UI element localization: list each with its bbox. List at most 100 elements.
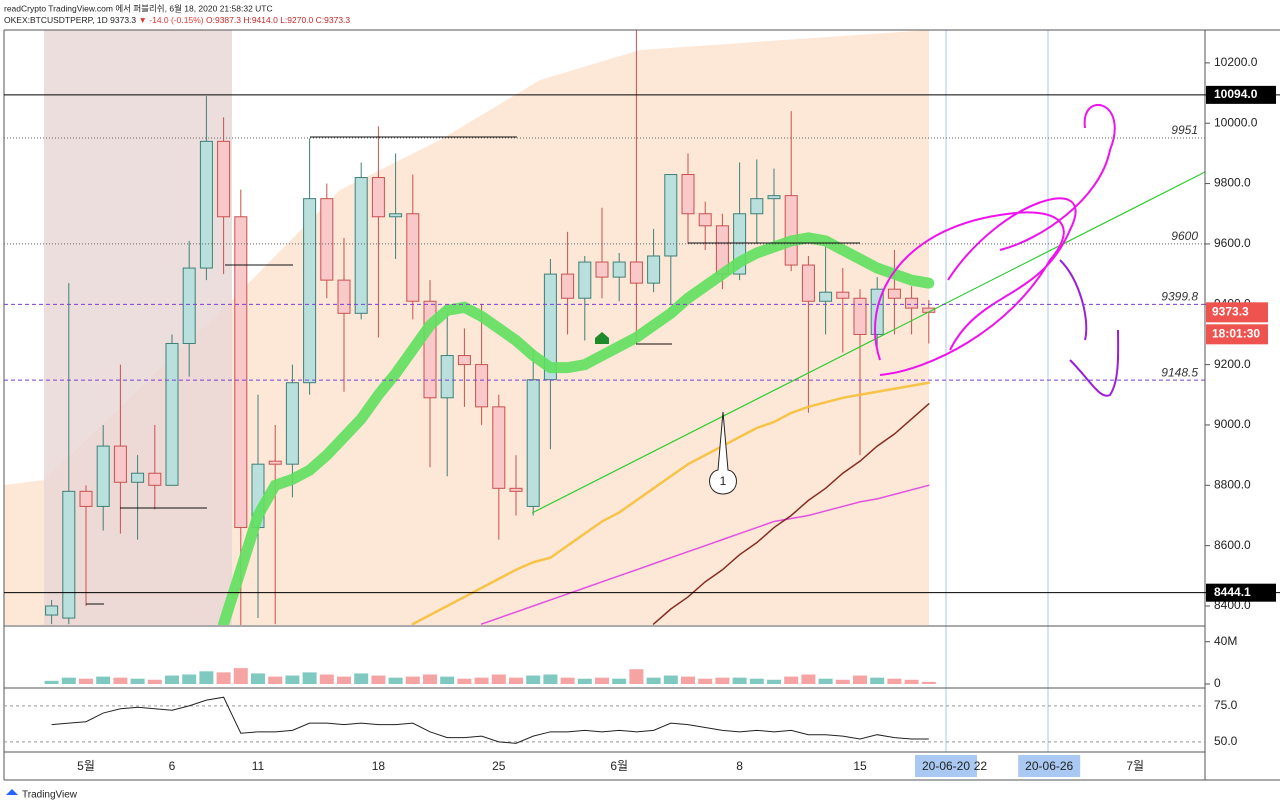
volume-bar xyxy=(801,674,816,684)
candle-body xyxy=(285,382,299,465)
volume-bar xyxy=(440,676,455,684)
y-tick-label: 9600.0 xyxy=(1214,236,1251,250)
candle-body xyxy=(199,140,213,269)
price: 9373.3 xyxy=(110,15,136,25)
candle-body xyxy=(887,288,901,299)
level-label: 9399.8 xyxy=(1161,289,1198,303)
volume-bar xyxy=(767,679,781,684)
candle-body xyxy=(784,195,798,266)
volume-bar xyxy=(79,678,93,684)
candle-body xyxy=(389,213,403,218)
volume-bar xyxy=(904,679,919,684)
publisher: readCrypto TradingView.com 에서 퍼블리쉬, 6월 1… xyxy=(4,3,273,13)
level-label: 9951 xyxy=(1171,123,1198,137)
candle-body xyxy=(767,195,781,200)
indicator-line xyxy=(51,696,929,744)
candle-body xyxy=(303,198,317,384)
y-tick-label: 75.0 xyxy=(1214,698,1238,712)
candle-body xyxy=(165,342,179,486)
candle-body xyxy=(612,261,626,278)
y-tick-label: 10200.0 xyxy=(1214,55,1258,69)
candle-body xyxy=(96,445,110,507)
volume-bar xyxy=(423,674,437,684)
y-tick-label: 9200.0 xyxy=(1214,357,1251,371)
candle-body xyxy=(819,291,833,302)
candle-body xyxy=(801,264,815,302)
annotation: 1 xyxy=(720,474,727,488)
candle-body xyxy=(595,261,609,278)
volume-bar xyxy=(784,676,799,684)
x-tick-label: 22 xyxy=(974,759,988,773)
marker xyxy=(595,332,609,344)
candle-body xyxy=(526,379,540,507)
volume-bar xyxy=(61,677,76,684)
volume-bar xyxy=(509,677,523,684)
x-tick-label: 6 xyxy=(169,759,176,773)
volume-bar xyxy=(732,677,747,684)
volume-bar xyxy=(319,674,334,684)
date-badge xyxy=(1018,755,1081,777)
candle-body xyxy=(836,291,850,299)
x-tick-label: 25 xyxy=(492,759,506,773)
volume-bar xyxy=(405,676,420,684)
candle-body xyxy=(664,174,678,257)
symbol-name: OKEX:BTCUSDTPERP, 1D xyxy=(4,15,108,25)
y-tick-label: 8800.0 xyxy=(1214,477,1251,491)
volume-bar xyxy=(130,678,145,684)
volume-bar xyxy=(491,674,506,684)
level-label: 10094.0 xyxy=(1214,87,1258,101)
volume-bar xyxy=(560,677,575,684)
volume-bar xyxy=(457,678,472,684)
x-tick-label: 8 xyxy=(736,759,743,773)
level-badge xyxy=(1206,583,1276,602)
hand-drawing xyxy=(1059,259,1120,397)
drawings: 1 xyxy=(86,103,1205,605)
volume-bar xyxy=(182,674,197,684)
candle-body xyxy=(182,267,196,344)
candle-body xyxy=(131,472,145,483)
candle-body xyxy=(561,273,575,299)
price-pane xyxy=(45,30,936,625)
volume-bar xyxy=(474,677,489,684)
candle-body xyxy=(113,445,127,483)
candle-body xyxy=(509,487,523,492)
x-tick-label: 15 xyxy=(853,759,867,773)
logo-icon xyxy=(6,789,18,795)
logo: TradingView xyxy=(22,790,78,801)
volume-bar xyxy=(577,678,592,684)
volume-bar xyxy=(216,672,231,684)
candle-body xyxy=(148,472,162,486)
candle-body xyxy=(320,198,334,281)
volume-bar xyxy=(715,677,730,684)
volume-bar xyxy=(147,679,162,684)
candle-body xyxy=(62,490,76,619)
x-tick-label: 5월 xyxy=(77,759,95,773)
volume-bar xyxy=(835,679,850,684)
candle-body xyxy=(492,406,506,489)
volume-bar xyxy=(388,677,403,684)
candle-body xyxy=(457,355,471,366)
volume-bar xyxy=(165,675,179,684)
callout xyxy=(709,411,737,495)
volume-bar xyxy=(595,677,609,684)
volume-bar xyxy=(698,678,713,684)
volume-bar xyxy=(663,675,678,684)
volume-bar xyxy=(870,677,885,684)
x-tick-label: 6월 xyxy=(610,759,628,773)
volume-bar xyxy=(113,677,128,684)
candle-body xyxy=(234,216,248,529)
x-tick-label: 20-06-20 xyxy=(922,759,970,773)
x-tick-label: 11 xyxy=(252,759,265,773)
level-label: 9600 xyxy=(1171,229,1198,243)
band xyxy=(4,30,44,485)
ma-line xyxy=(480,484,930,625)
volume-bar xyxy=(612,678,627,684)
volume-bar xyxy=(233,668,248,684)
volume-bar xyxy=(921,681,936,684)
candle-body xyxy=(371,177,385,218)
candle-body xyxy=(629,261,643,284)
y-tick-label: 40M xyxy=(1214,634,1237,648)
ma-line xyxy=(218,232,935,625)
x-tick-label: 20-06-26 xyxy=(1025,759,1073,773)
candle-body xyxy=(905,297,919,309)
